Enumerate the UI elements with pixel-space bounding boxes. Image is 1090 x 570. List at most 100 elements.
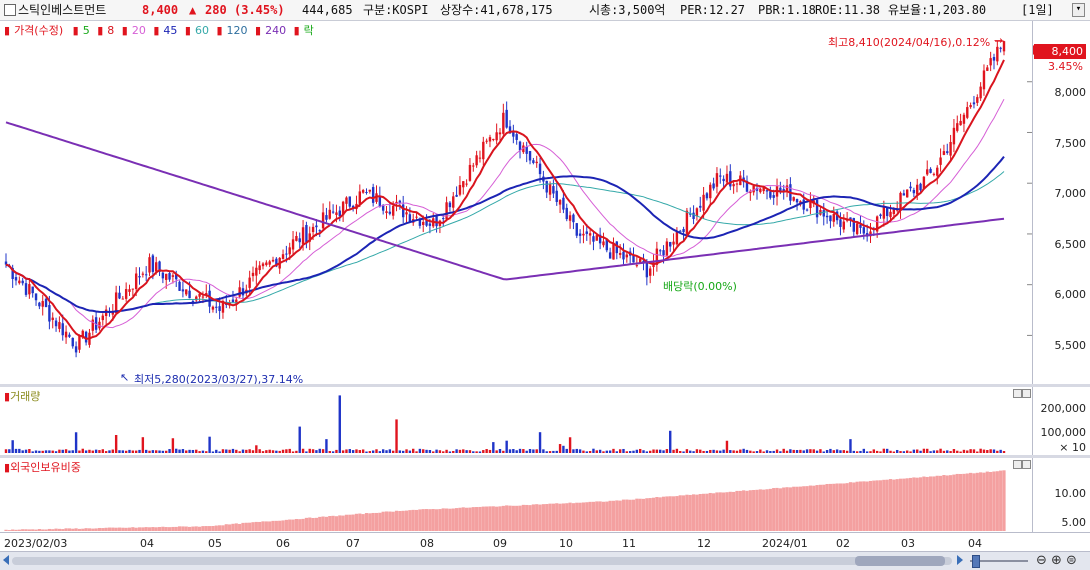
period-selector[interactable]: [1일] xyxy=(1021,3,1054,17)
volume-close-icon[interactable] xyxy=(1022,389,1031,398)
reserve-ratio: 유보율:1,203.80 xyxy=(888,3,987,17)
candle-body xyxy=(972,102,976,105)
volume-bar xyxy=(662,450,665,453)
candle-body xyxy=(385,211,388,214)
candle-body xyxy=(155,262,158,272)
foreign-ratio-bar xyxy=(241,522,245,531)
ma20-line xyxy=(5,98,1005,329)
foreign-ratio-bar xyxy=(605,501,609,531)
foreign-ratio-bar xyxy=(434,509,439,531)
candle-body xyxy=(689,213,692,215)
panel-divider-2[interactable] xyxy=(0,455,1090,458)
foreign-ratio-bar xyxy=(561,503,566,531)
foreign-ratio-bar xyxy=(27,529,31,531)
candle-body xyxy=(98,321,101,329)
foreign-ratio-bar xyxy=(311,517,315,531)
price-tick-6000: 6,000 xyxy=(1054,288,1087,301)
volume-bar xyxy=(455,449,458,453)
foreign-ratio-bar xyxy=(695,494,699,531)
volume-bar xyxy=(695,449,699,453)
foreign-ratio-bar xyxy=(845,483,849,531)
foreign-ratio-bar xyxy=(291,519,295,531)
legend-ma8-swatch: ▮ xyxy=(97,24,104,37)
volume-bar xyxy=(21,450,24,453)
scroll-right-icon[interactable] xyxy=(957,555,963,565)
date-label-mar24: 03 xyxy=(901,537,915,550)
foreign-ratio-bar xyxy=(965,473,969,531)
volume-bar xyxy=(952,449,956,453)
foreign-ratio-bar xyxy=(625,499,629,531)
foreign-ratio-bar xyxy=(338,515,342,531)
candle-body xyxy=(815,199,819,218)
volume-bar xyxy=(779,451,782,453)
foreign-ratio-bar xyxy=(668,496,672,531)
foreign-ratio-bar xyxy=(191,526,195,531)
candle-body xyxy=(388,211,392,214)
volume-bar xyxy=(922,448,926,453)
candle-body xyxy=(932,173,936,175)
candle-body xyxy=(418,218,422,226)
candle-body xyxy=(41,301,44,307)
foreign-ratio-bar xyxy=(571,503,576,531)
candle-body xyxy=(882,206,886,219)
zoom-reset-icon[interactable]: ⊜ xyxy=(1066,553,1077,568)
volume-bar xyxy=(108,450,111,453)
volume-bar xyxy=(722,449,725,453)
candle-body xyxy=(632,255,635,263)
candle-body xyxy=(839,219,842,227)
foreign-close-icon[interactable] xyxy=(1022,460,1031,469)
foreign-minimize-icon[interactable] xyxy=(1013,460,1022,469)
candle-body xyxy=(485,140,488,142)
foreign-ratio-bar xyxy=(775,487,779,531)
volume-bar xyxy=(18,448,21,453)
volume-tick-200000: 200,000 xyxy=(1040,402,1087,415)
foreign-ratio-bar xyxy=(388,511,392,531)
high-annotation: 최고8,410(2024/04/16),0.12% xyxy=(828,36,991,49)
foreign-title-swatch: ▮ xyxy=(4,461,11,474)
candle-body xyxy=(455,194,458,197)
candle-body xyxy=(34,293,38,301)
scroll-left-icon[interactable] xyxy=(3,555,9,565)
volume-bar xyxy=(555,450,558,453)
volume-bar xyxy=(308,448,311,453)
foreign-ratio-bar xyxy=(81,528,85,531)
panel-divider[interactable] xyxy=(0,384,1090,387)
date-label-jul23: 07 xyxy=(346,537,360,550)
volume-bar xyxy=(101,449,104,453)
candle-body xyxy=(171,275,175,277)
foreign-ratio-bar xyxy=(742,490,746,531)
scroll-track[interactable] xyxy=(12,557,952,565)
volume-minimize-icon[interactable] xyxy=(1013,389,1022,398)
zoom-slider[interactable] xyxy=(970,560,1028,562)
zoom-out-icon[interactable]: ⊖ xyxy=(1036,553,1047,568)
zoom-in-icon[interactable]: ⊕ xyxy=(1051,553,1062,568)
foreign-ratio-bar xyxy=(438,509,442,531)
candle-body xyxy=(889,211,892,218)
zoom-slider-handle[interactable] xyxy=(972,555,980,568)
volume-bar xyxy=(365,451,368,453)
candle-body xyxy=(101,315,104,321)
menu-icon[interactable]: ▾ xyxy=(1072,3,1085,17)
foreign-ratio-bar xyxy=(495,506,499,531)
candle-body xyxy=(61,323,64,336)
foreign-ratio-bar xyxy=(177,526,182,531)
volume-bar xyxy=(982,449,986,453)
select-checkbox[interactable] xyxy=(4,4,16,16)
foreign-ratio-bar xyxy=(251,522,255,531)
volume-bar xyxy=(321,449,325,453)
candle-body xyxy=(178,281,181,291)
candle-body xyxy=(158,261,161,272)
foreign-ratio-bar xyxy=(174,526,178,531)
price-chart-panel[interactable] xyxy=(0,21,1033,384)
volume-bar xyxy=(899,451,902,453)
candle-body xyxy=(308,233,311,242)
volume-bar xyxy=(435,449,438,453)
volume-bar xyxy=(141,437,145,453)
foreign-ratio-bar xyxy=(511,505,515,531)
volume-bar xyxy=(655,449,659,453)
scroll-thumb[interactable] xyxy=(855,556,945,566)
volume-bar xyxy=(986,450,989,453)
date-label-may23: 05 xyxy=(208,537,222,550)
foreign-ratio-bar xyxy=(441,508,445,531)
volume-bar xyxy=(869,451,872,453)
